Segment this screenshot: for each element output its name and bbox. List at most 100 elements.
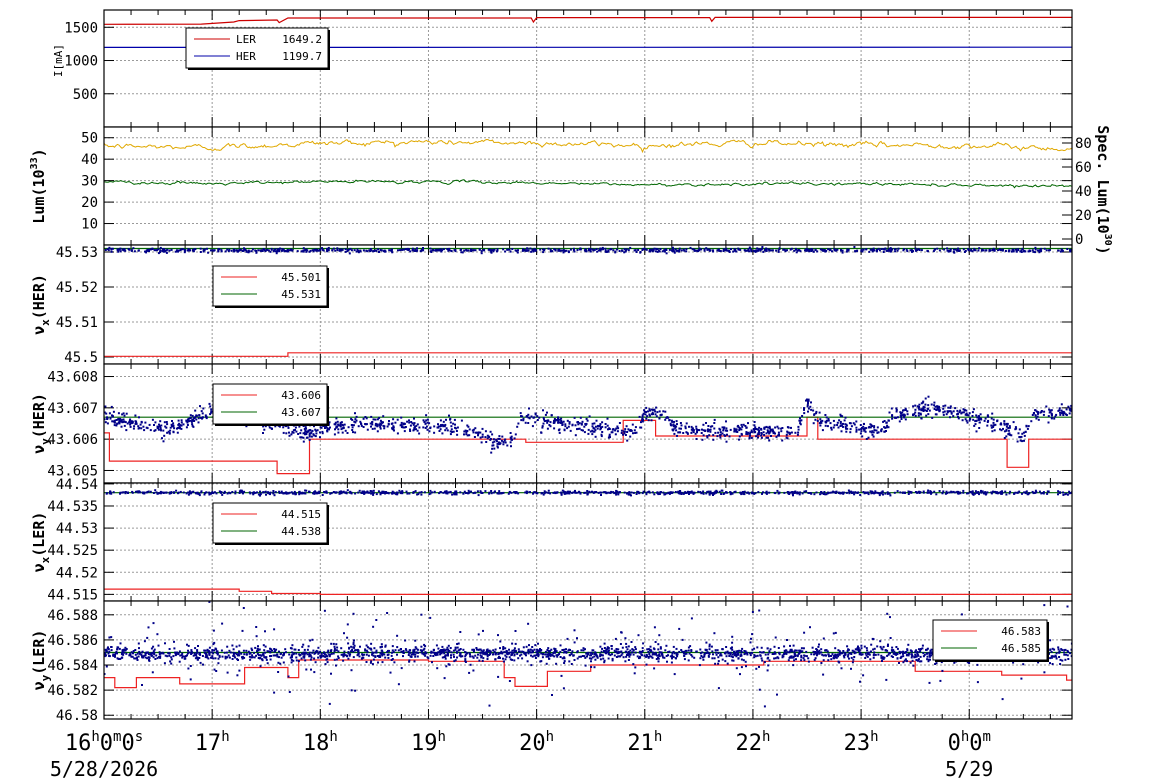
scatter-point [291,492,294,495]
scatter-point [235,249,238,252]
scatter-point [357,425,360,428]
scatter-point [860,426,863,429]
scatter-point [528,650,531,653]
scatter-point [543,420,546,422]
scatter-point [278,490,281,493]
scatter-point [1070,655,1072,658]
scatter-point [525,645,528,648]
scatter-point [803,407,805,410]
scatter-point [906,410,909,413]
scatter-point [651,653,654,656]
scatter-point [311,429,314,432]
scatter-point [429,489,432,492]
scatter-point [760,436,763,439]
scatter-point [343,423,346,426]
scatter-point [802,647,805,650]
scatter-point [360,492,363,494]
scatter-point [153,424,155,426]
scatter-point [482,249,485,252]
scatter-point [588,415,591,418]
scatter-point [546,427,549,430]
scatter-point [365,644,368,647]
scatter-point [159,246,162,249]
scatter-point [1037,418,1040,421]
scatter-point [724,652,727,655]
scatter-point [131,655,134,658]
scatter-point [211,249,214,252]
scatter-point [487,435,490,438]
scatter-point [616,430,619,433]
scatter-point [890,249,893,252]
scatter-point [308,438,311,441]
scatter-point [914,408,917,411]
scatter-point [938,249,941,252]
scatter-point [1000,249,1003,251]
scatter-point [958,249,961,252]
scatter-point [445,492,448,495]
scatter-point [664,410,667,413]
scatter-point [363,653,366,656]
scatter-point [387,423,390,426]
scatter-point [308,432,311,435]
scatter-point [818,411,821,414]
scatter-point [791,491,794,493]
scatter-point [276,250,279,253]
scatter-point [439,428,442,431]
scatter-point [333,650,336,653]
scatter-point [971,492,974,495]
scatter-point [1070,648,1072,651]
scatter-point [643,409,646,412]
scatter-point [765,247,768,250]
scatter-point [362,249,365,252]
scatter-point [517,648,520,651]
scatter-point [790,648,793,651]
scatter-point [402,248,405,251]
scatter-point [648,414,651,417]
scatter-point [297,649,300,651]
y-tick-label: 1500 [64,20,98,36]
scatter-point [534,657,537,659]
scatter-point [280,249,283,252]
scatter-point [392,425,395,428]
scatter-point [349,247,352,250]
y-tick-label: 44.525 [47,543,98,559]
scatter-point [179,248,182,251]
scatter-point [268,492,271,495]
scatter-point [496,440,498,443]
scatter-point [926,655,929,658]
scatter-point [536,419,539,421]
scatter-point [620,432,623,434]
scatter-point [368,249,371,252]
scatter-point [656,491,659,494]
scatter-point [668,419,671,422]
scatter-point [321,247,323,250]
scatter-point [168,432,171,434]
scatter-point [962,491,965,494]
scatter-point [402,655,404,658]
scatter-point [180,419,183,422]
scatter-point [404,426,407,428]
scatter-point [105,654,107,657]
scatter-point [272,250,275,253]
scatter-point [351,429,354,431]
scatter-point [815,410,818,413]
scatter-point [717,431,720,434]
scatter-point [975,414,978,417]
scatter-point [562,420,565,423]
scatter-point [709,425,712,428]
scatter-point [425,419,428,422]
scatter-point [200,490,203,493]
scatter-point [572,491,575,494]
scatter-point [168,491,171,494]
scatter-point [366,646,369,649]
scatter-point [164,642,166,645]
scatter-point [460,251,463,254]
scatter-point [524,421,527,424]
scatter-point [722,427,725,430]
scatter-point [897,247,900,250]
scatter-point [111,420,114,423]
scatter-point [894,416,897,419]
scatter-point [514,249,517,252]
scatter-point [975,430,978,433]
